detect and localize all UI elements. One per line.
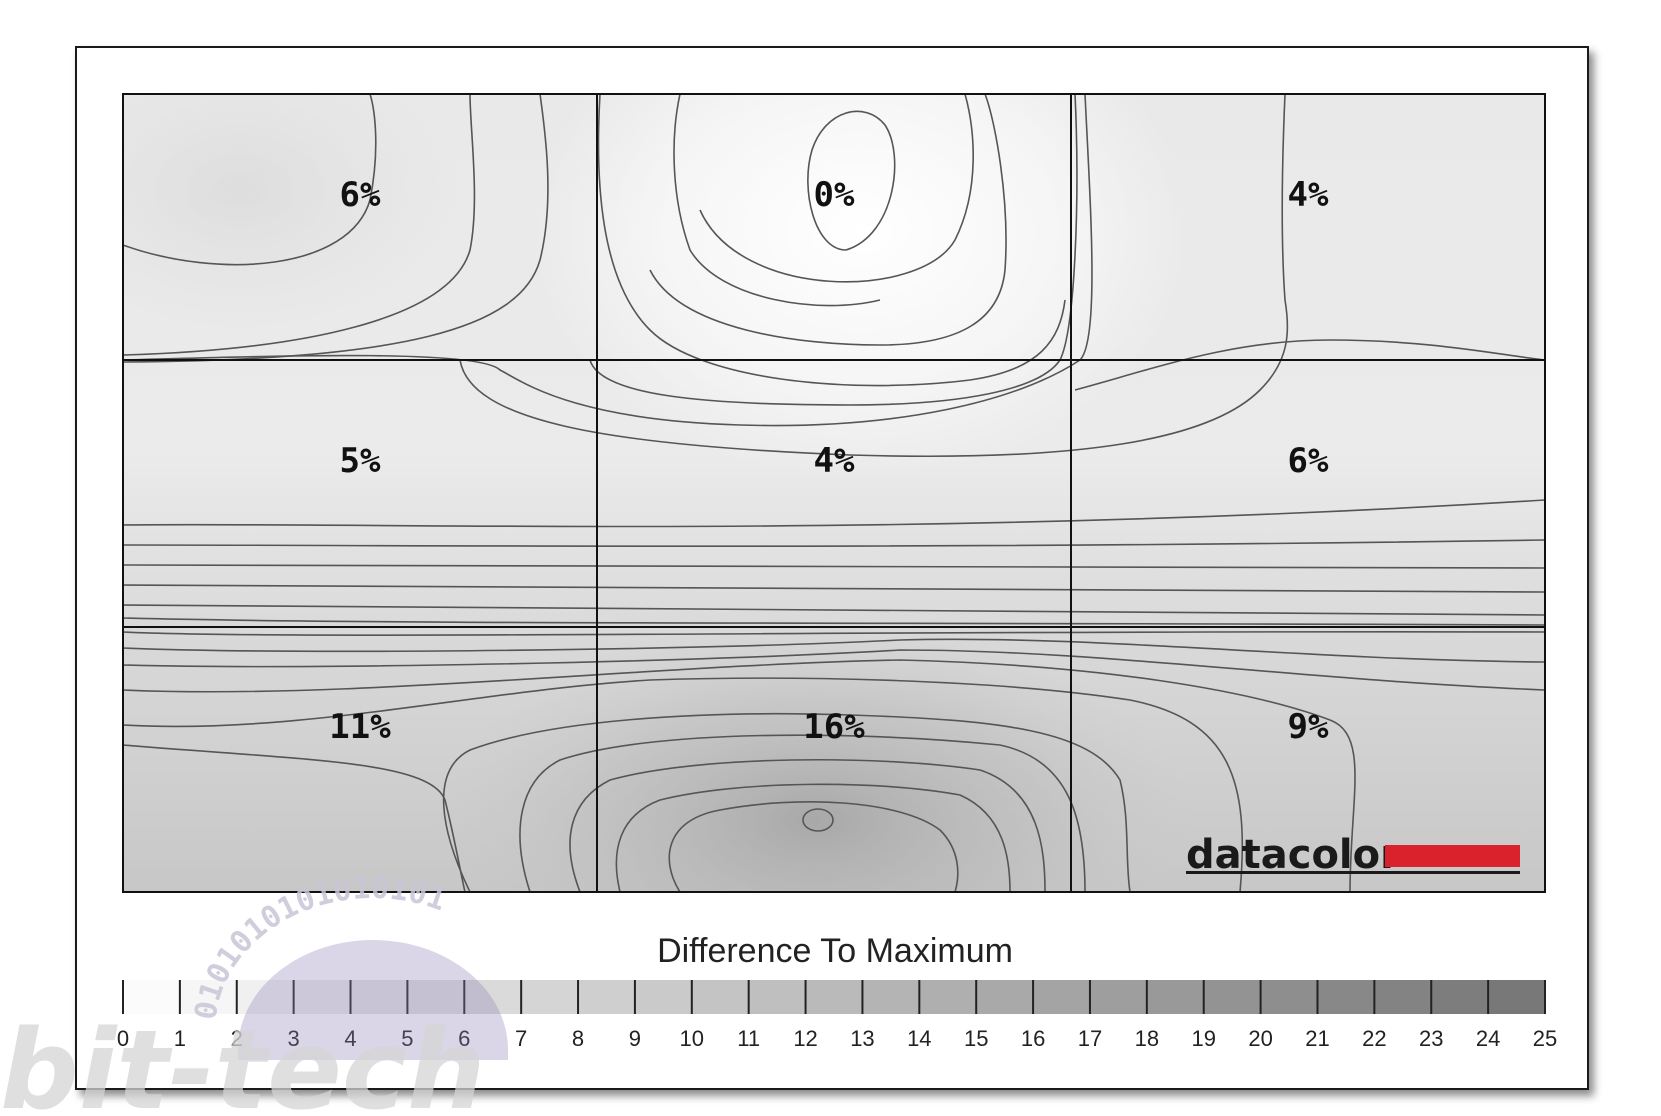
colorbar-tick-label-14: 14 (907, 1026, 931, 1051)
colorbar-swatch-6 (464, 980, 522, 1014)
plot-grid (122, 93, 1546, 893)
colorbar-swatches (123, 980, 1546, 1014)
colorbar-swatch-20 (1260, 980, 1318, 1014)
colorbar-swatch-9 (634, 980, 693, 1014)
colorbar-tick-label-4: 4 (344, 1026, 356, 1051)
colorbar-tick-label-1: 1 (174, 1026, 186, 1051)
colorbar-tick-label-18: 18 (1135, 1026, 1159, 1051)
colorbar-swatch-7 (521, 980, 579, 1014)
colorbar-swatch-11 (748, 980, 807, 1014)
cell-label-r2-c2: 9% (1288, 707, 1329, 747)
colorbar-swatch-18 (1146, 980, 1205, 1014)
colorbar-swatch-3 (293, 980, 352, 1014)
colorbar-tick-label-24: 24 (1476, 1026, 1500, 1051)
colorbar-swatch-17 (1089, 980, 1148, 1014)
cell-label-r0-c2: 4% (1288, 175, 1329, 215)
colorbar-tick-label-12: 12 (793, 1026, 817, 1051)
bit-tech-watermark: 0101010101010101 bit-tech (0, 871, 508, 1116)
watermark-dome (238, 940, 508, 1060)
colorbar-swatch-1 (179, 980, 238, 1014)
cell-label-r1-c1: 4% (814, 441, 855, 481)
colorbar-tick-label-25: 25 (1533, 1026, 1557, 1051)
colorbar-swatch-0 (123, 980, 181, 1014)
colorbar-tick-label-17: 17 (1078, 1026, 1102, 1051)
colorbar-swatch-8 (578, 980, 636, 1014)
cell-label-r2-c0: 11% (329, 707, 391, 747)
cell-labels: 6% 0% 4% 5% 4% 6% 11% 16% 9% (329, 175, 1329, 747)
colorbar-tick-label-15: 15 (964, 1026, 988, 1051)
cell-label-r0-c0: 6% (340, 175, 381, 215)
colorbar-swatch-5 (407, 980, 465, 1014)
colorbar-tick-label-21: 21 (1305, 1026, 1329, 1051)
cell-label-r2-c1: 16% (803, 707, 865, 747)
cell-label-r1-c0: 5% (340, 441, 381, 481)
colorbar-tick-label-13: 13 (850, 1026, 874, 1051)
colorbar-tick-label-7: 7 (515, 1026, 527, 1051)
contour-lines (123, 94, 1545, 892)
legend-title: Difference To Maximum (657, 932, 1013, 970)
colorbar-tick-label-6: 6 (458, 1026, 470, 1051)
cell-label-r1-c2: 6% (1288, 441, 1329, 481)
colorbar-swatch-15 (976, 980, 1034, 1014)
colorbar-swatch-19 (1203, 980, 1262, 1014)
colorbar-swatch-16 (1033, 980, 1091, 1014)
logo-underline (1186, 871, 1520, 874)
colorbar-tick-label-22: 22 (1362, 1026, 1386, 1051)
colorbar-swatch-10 (691, 980, 750, 1014)
colorbar-tick-label-2: 2 (231, 1026, 243, 1051)
colorbar-tick-label-10: 10 (680, 1026, 704, 1051)
colorbar-swatch-22 (1374, 980, 1432, 1014)
colorbar-swatch-24 (1488, 980, 1546, 1014)
colorbar-tick-label-0: 0 (117, 1026, 129, 1051)
colorbar-tick-label-19: 19 (1191, 1026, 1215, 1051)
datacolor-logo: datacolor (1186, 832, 1520, 878)
colorbar-swatch-14 (919, 980, 977, 1014)
logo-red-bar (1385, 845, 1520, 867)
colorbar-tick-label-9: 9 (629, 1026, 641, 1051)
colorbar-tick-label-3: 3 (288, 1026, 300, 1051)
colorbar-legend: Difference To Maximum 0 1 2 3 4 5 6 7 8 9 10 11 12 13… (117, 932, 1557, 1051)
cell-label-r0-c1: 0% (814, 175, 855, 215)
colorbar-swatch-13 (862, 980, 920, 1014)
colorbar-tick-label-8: 8 (572, 1026, 584, 1051)
colorbar-swatch-23 (1431, 980, 1489, 1014)
colorbar-tick-label-16: 16 (1021, 1026, 1045, 1051)
logo-text: datacolor (1186, 832, 1400, 878)
colorbar-tick-label-5: 5 (401, 1026, 413, 1051)
watermark-text: bit-tech (0, 1006, 485, 1116)
colorbar-swatch-2 (236, 980, 295, 1014)
colorbar-swatch-12 (805, 980, 863, 1014)
colorbar-tick-label-20: 20 (1248, 1026, 1272, 1051)
colorbar-swatch-21 (1317, 980, 1375, 1014)
colorbar-tick-label-11: 11 (737, 1026, 760, 1051)
colorbar-ticks: 0 1 2 3 4 5 6 7 8 9 10 11 12 13 14 15 16 17 18 19 20 21 22 23 24… (117, 980, 1557, 1051)
colorbar-tick-label-23: 23 (1419, 1026, 1443, 1051)
colorbar-swatch-4 (350, 980, 408, 1014)
